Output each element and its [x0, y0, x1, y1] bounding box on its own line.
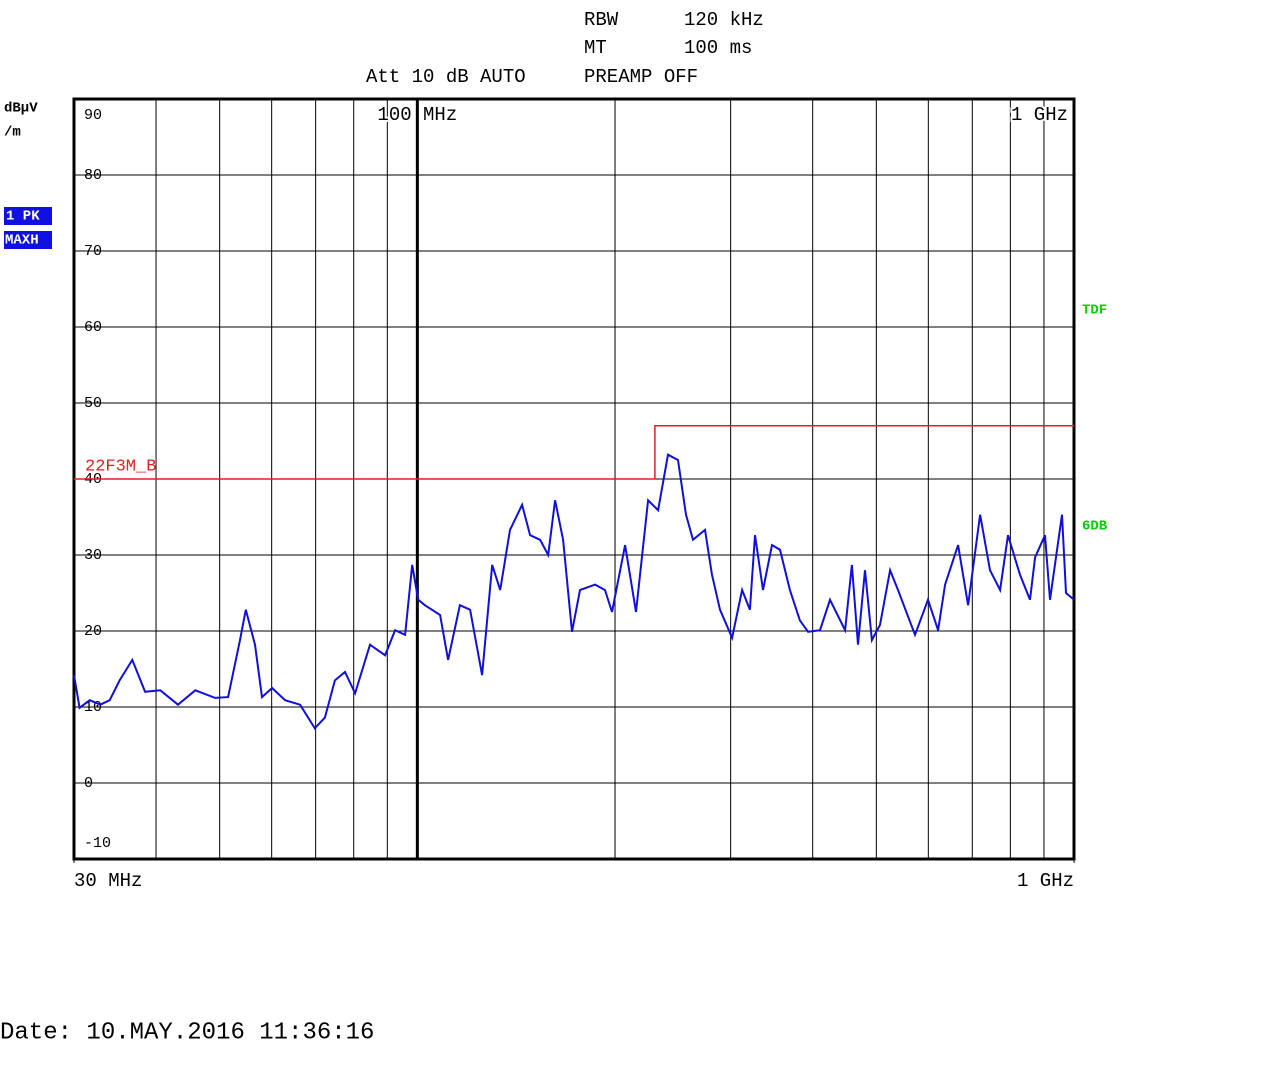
detector-badge: [4, 231, 52, 249]
trace-name: 1 PK: [6, 209, 40, 225]
mt-label: MT: [584, 37, 607, 59]
y-tick-label: 30: [84, 547, 102, 564]
limit-line-label: 22F3M_B: [85, 457, 156, 476]
rbw-value: 120 kHz: [684, 9, 764, 31]
x-top-tick-label: 100 MHz: [377, 104, 457, 126]
x-tick-label: 1 GHz: [1017, 870, 1074, 892]
trace-badge: [4, 207, 52, 225]
mt-value: 100 ms: [684, 37, 752, 59]
right-label: 6DB: [1082, 519, 1108, 535]
series-line: [73, 453, 1075, 730]
y-tick-label: 80: [84, 167, 102, 184]
y-tick-label: 60: [84, 319, 102, 336]
rbw-label: RBW: [584, 9, 619, 31]
y-tick-label: -10: [84, 835, 111, 852]
y-tick-label: 0: [84, 775, 93, 792]
y-tick-label: 20: [84, 623, 102, 640]
right-label: TDF: [1082, 303, 1107, 319]
x-tick-label: 30 MHz: [74, 870, 142, 892]
series-line: [74, 425, 1074, 480]
y-unit-suffix: /m: [4, 125, 21, 141]
attenuation: Att 10 dB AUTO: [366, 66, 526, 88]
y-tick-label: 70: [84, 243, 102, 260]
y-unit: dBµV: [4, 101, 38, 117]
date: Date: 10.MAY.2016 11:36:16: [0, 1019, 374, 1046]
detector-name: MAXH: [5, 233, 39, 249]
y-tick-label: 50: [84, 395, 102, 412]
x-top-tick-label: 1 GHz: [1011, 104, 1068, 126]
preamp: PREAMP OFF: [584, 66, 698, 88]
y-tick-label: 90: [84, 107, 102, 124]
